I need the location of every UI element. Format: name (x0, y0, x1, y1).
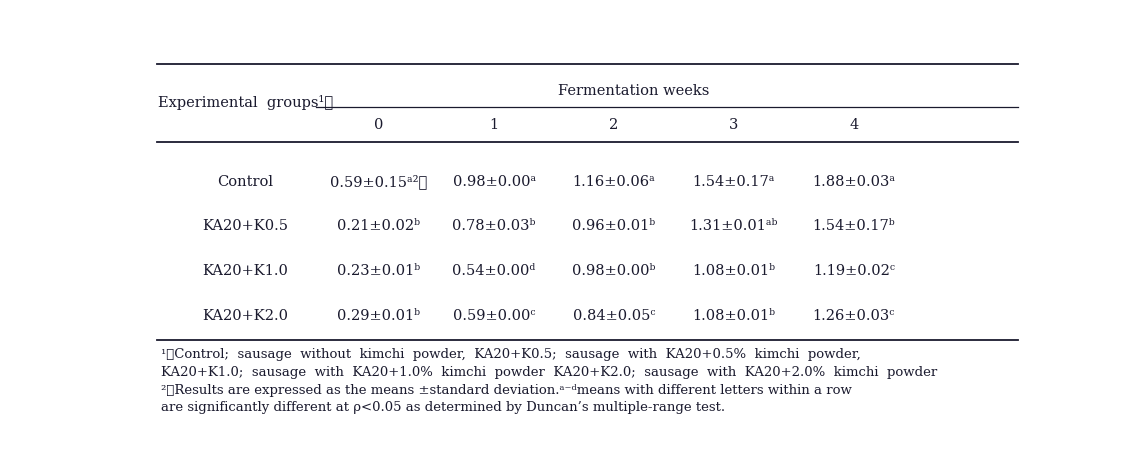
Text: 3: 3 (729, 118, 738, 132)
Text: 4: 4 (849, 118, 858, 132)
Text: 0.54±0.00ᵈ: 0.54±0.00ᵈ (453, 264, 535, 278)
Text: 1.31±0.01ᵃᵇ: 1.31±0.01ᵃᵇ (690, 219, 778, 233)
Text: 0.29±0.01ᵇ: 0.29±0.01ᵇ (337, 309, 421, 323)
Text: 1.88±0.03ᵃ: 1.88±0.03ᵃ (813, 175, 895, 189)
Text: Fermentation weeks: Fermentation weeks (558, 84, 709, 98)
Text: KA20+K0.5: KA20+K0.5 (203, 219, 289, 233)
Text: 1.08±0.01ᵇ: 1.08±0.01ᵇ (692, 264, 776, 278)
Text: ²⧠Results are expressed as the means ±standard deviation.ᵃ⁻ᵈmeans with different: ²⧠Results are expressed as the means ±st… (160, 384, 851, 397)
Text: 0: 0 (374, 118, 383, 132)
Text: 0.96±0.01ᵇ: 0.96±0.01ᵇ (572, 219, 656, 233)
Text: 2: 2 (610, 118, 619, 132)
Text: ¹⧠Control;  sausage  without  kimchi  powder,  KA20+K0.5;  sausage  with  KA20+0: ¹⧠Control; sausage without kimchi powder… (160, 348, 861, 361)
Text: 0.98±0.00ᵇ: 0.98±0.00ᵇ (572, 264, 656, 278)
Text: KA20+K1.0;  sausage  with  KA20+1.0%  kimchi  powder  KA20+K2.0;  sausage  with : KA20+K1.0; sausage with KA20+1.0% kimchi… (160, 366, 937, 379)
Text: 1: 1 (489, 118, 499, 132)
Text: 1.08±0.01ᵇ: 1.08±0.01ᵇ (692, 309, 776, 323)
Text: are significantly different at ρ<0.05 as determined by Duncan’s multiple-range t: are significantly different at ρ<0.05 as… (160, 401, 725, 414)
Text: KA20+K1.0: KA20+K1.0 (203, 264, 289, 278)
Text: 1.26±0.03ᶜ: 1.26±0.03ᶜ (813, 309, 895, 323)
Text: KA20+K2.0: KA20+K2.0 (203, 309, 289, 323)
Text: Experimental  groups¹⧠: Experimental groups¹⧠ (158, 96, 333, 110)
Text: 1.54±0.17ᵇ: 1.54±0.17ᵇ (813, 219, 895, 233)
Text: 0.23±0.01ᵇ: 0.23±0.01ᵇ (337, 264, 421, 278)
Text: 0.21±0.02ᵇ: 0.21±0.02ᵇ (337, 219, 421, 233)
Text: 1.54±0.17ᵃ: 1.54±0.17ᵃ (692, 175, 775, 189)
Text: 0.84±0.05ᶜ: 0.84±0.05ᶜ (573, 309, 656, 323)
Text: 0.78±0.03ᵇ: 0.78±0.03ᵇ (453, 219, 536, 233)
Text: 0.59±0.15ᵃ²⧠: 0.59±0.15ᵃ²⧠ (330, 174, 427, 189)
Text: 0.98±0.00ᵃ: 0.98±0.00ᵃ (453, 175, 535, 189)
Text: Control: Control (218, 175, 274, 189)
Text: 1.19±0.02ᶜ: 1.19±0.02ᶜ (813, 264, 895, 278)
Text: 1.16±0.06ᵃ: 1.16±0.06ᵃ (573, 175, 656, 189)
Text: 0.59±0.00ᶜ: 0.59±0.00ᶜ (453, 309, 535, 323)
